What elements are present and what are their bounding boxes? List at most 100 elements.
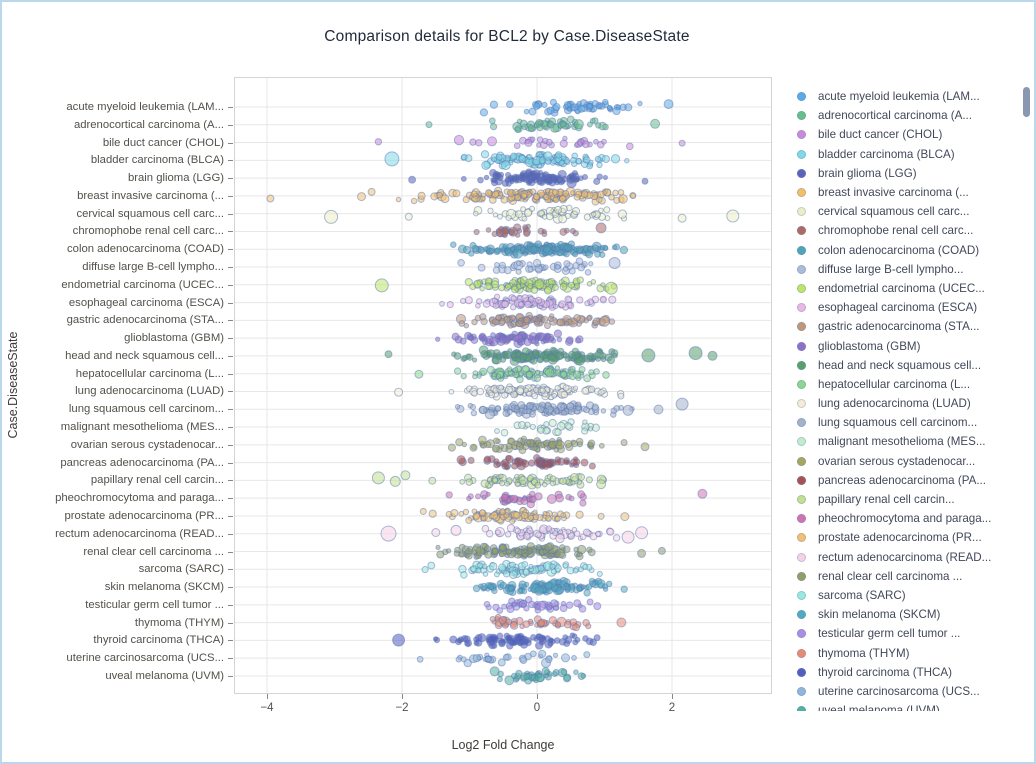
y-tick-mark <box>228 427 233 429</box>
legend-item[interactable]: brain glioma (LGG) <box>792 164 1020 183</box>
legend-item[interactable]: head and neck squamous cell... <box>792 356 1020 375</box>
y-axis-category-label: brain glioma (LGG) <box>127 172 224 185</box>
legend-item[interactable]: malignant mesothelioma (MES... <box>792 432 1020 451</box>
legend-item[interactable]: esophageal carcinoma (ESCA) <box>792 298 1020 317</box>
legend-color-dot-icon <box>797 456 806 466</box>
series-points[interactable] <box>266 186 637 206</box>
series-points[interactable] <box>483 596 602 614</box>
legend-item[interactable]: lung squamous cell carcinom... <box>792 413 1020 432</box>
series-points[interactable] <box>425 115 661 133</box>
series-points[interactable] <box>380 524 649 544</box>
legend-item[interactable]: chromophobe renal cell carc... <box>792 221 1020 240</box>
y-axis-category-label: adrenocortical carcinoma (A... <box>73 118 224 131</box>
series-points[interactable] <box>447 435 650 455</box>
legend-item[interactable]: pheochromocytoma and paraga... <box>792 509 1020 528</box>
series-points[interactable] <box>454 397 689 420</box>
series-points[interactable] <box>374 134 686 151</box>
legend-item[interactable]: breast invasive carcinoma (... <box>792 183 1020 202</box>
legend-scrollbar-thumb[interactable] <box>1023 87 1030 117</box>
legend-item[interactable]: skin melanoma (SKCM) <box>792 605 1020 624</box>
series-points[interactable] <box>419 506 630 525</box>
legend-item[interactable]: cervical squamous cell carc... <box>792 202 1020 221</box>
series-points[interactable] <box>445 488 708 509</box>
series-points[interactable] <box>456 453 596 471</box>
legend-item[interactable]: lung adenocarcinoma (LUAD) <box>792 394 1020 413</box>
legend-item-label: uveal melanoma (UVM) <box>818 704 940 711</box>
legend-item[interactable]: thymoma (THYM) <box>792 643 1020 662</box>
y-axis-category-label: glioblastoma (GBM) <box>124 332 224 345</box>
y-axis-category-label: renal clear cell carcinoma ... <box>83 545 224 558</box>
x-tick-label: −2 <box>395 702 409 714</box>
series-points[interactable] <box>394 382 625 401</box>
legend-item[interactable]: papillary renal cell carcin... <box>792 490 1020 509</box>
series-points[interactable] <box>494 418 600 437</box>
legend-item-label: hepatocellular carcinoma (L... <box>818 377 971 391</box>
y-tick-mark <box>228 391 233 393</box>
legend-item[interactable]: ovarian serous cystadenocar... <box>792 452 1020 471</box>
series-points[interactable] <box>384 345 718 367</box>
series-points[interactable] <box>421 559 603 579</box>
y-axis-category-label: diffuse large B-cell lympho... <box>82 261 224 274</box>
legend-color-dot-icon <box>797 245 806 255</box>
legend-item[interactable]: colon adenocarcinoma (COAD) <box>792 241 1020 260</box>
series-points[interactable] <box>414 364 610 384</box>
y-axis-category-label: skin melanoma (SKCM) <box>104 581 224 594</box>
legend-color-dot-icon <box>797 188 806 198</box>
y-tick-mark <box>228 551 233 553</box>
series-points[interactable] <box>416 649 591 668</box>
legend-item[interactable]: acute myeloid leukemia (LAM... <box>792 87 1020 106</box>
series-points[interactable] <box>408 168 649 189</box>
series-points[interactable] <box>472 576 628 597</box>
series-points[interactable] <box>324 204 740 224</box>
series-points[interactable] <box>457 257 621 276</box>
legend-item[interactable]: bile duct cancer (CHOL) <box>792 125 1020 144</box>
y-tick-mark <box>228 195 233 197</box>
legend-item[interactable]: hepatocellular carcinoma (L... <box>792 375 1020 394</box>
y-tick-mark <box>228 213 233 215</box>
legend-item[interactable]: gastric adenocarcinoma (STA... <box>792 317 1020 336</box>
series-points[interactable] <box>384 150 630 171</box>
series-points[interactable] <box>435 329 584 349</box>
series-points[interactable] <box>450 240 629 259</box>
legend-item-label: diffuse large B-cell lympho... <box>818 262 964 276</box>
legend-item[interactable]: uveal melanoma (UVM) <box>792 701 1020 711</box>
series-points[interactable] <box>392 632 601 650</box>
legend-color-dot-icon <box>797 686 806 696</box>
series-points[interactable] <box>371 470 608 490</box>
y-tick-mark <box>228 462 233 464</box>
series-points[interactable] <box>489 613 627 632</box>
y-tick-mark <box>228 142 233 144</box>
legend-item[interactable]: adrenocortical carcinoma (A... <box>792 106 1020 125</box>
y-tick-mark <box>228 124 233 126</box>
y-axis-category-label: esophageal carcinoma (ESCA) <box>68 296 224 309</box>
x-axis-title: Log2 Fold Change <box>451 738 555 752</box>
legend-color-dot-icon <box>797 590 806 600</box>
y-tick-mark <box>228 267 233 269</box>
legend-item[interactable]: bladder carcinoma (BLCA) <box>792 145 1020 164</box>
legend-item[interactable]: endometrial carcinoma (UCEC... <box>792 279 1020 298</box>
series-points[interactable] <box>479 98 674 117</box>
series-points[interactable] <box>374 275 618 295</box>
y-axis-category-label: papillary renal cell carcin... <box>90 474 224 487</box>
legend-item[interactable]: sarcoma (SARC) <box>792 586 1020 605</box>
legend-item[interactable]: diffuse large B-cell lympho... <box>792 260 1020 279</box>
y-axis-category-label: hepatocellular carcinoma (L... <box>75 367 224 380</box>
legend-item[interactable]: pancreas adenocarcinoma (PA... <box>792 471 1020 490</box>
legend-item[interactable]: renal clear cell carcinoma ... <box>792 567 1020 586</box>
legend-item-label: papillary renal cell carcin... <box>818 493 955 507</box>
legend-item[interactable]: prostate adenocarcinoma (PR... <box>792 528 1020 547</box>
y-axis-category-label: cervical squamous cell carc... <box>76 207 224 220</box>
y-axis-category-label: breast invasive carcinoma (... <box>77 189 224 202</box>
legend-item[interactable]: thyroid carcinoma (THCA) <box>792 663 1020 682</box>
series-points[interactable] <box>435 542 666 561</box>
series-points[interactable] <box>455 311 616 330</box>
series-points[interactable] <box>473 222 607 239</box>
series-points[interactable] <box>489 666 587 686</box>
y-tick-mark <box>228 515 233 517</box>
legend-item[interactable]: uterine carcinosarcoma (UCS... <box>792 682 1020 701</box>
legend-item[interactable]: glioblastoma (GBM) <box>792 336 1020 355</box>
legend-item[interactable]: testicular germ cell tumor ... <box>792 624 1020 643</box>
y-tick-mark <box>228 480 233 482</box>
series-points[interactable] <box>439 293 617 311</box>
legend-item[interactable]: rectum adenocarcinoma (READ... <box>792 548 1020 567</box>
